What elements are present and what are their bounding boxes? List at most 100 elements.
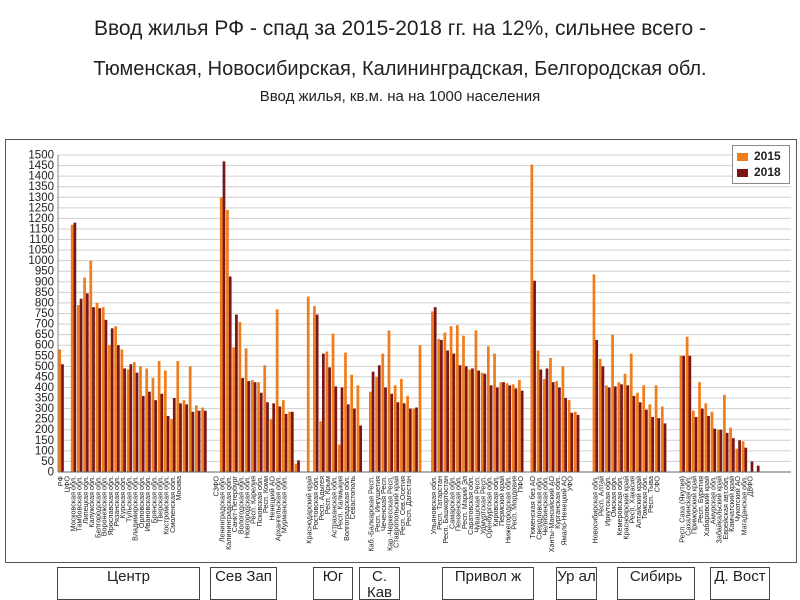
y-tick-label: 900 (35, 276, 54, 288)
x-tick-label: Вологодская обл. (236, 476, 245, 534)
x-tick-label: Псковская обл. (255, 476, 264, 526)
x-tick-label: Респ. Сев.Осетия (398, 476, 407, 535)
bar-2015 (549, 357, 552, 472)
x-tick-label: Архангельская обл. (274, 476, 283, 541)
bar-2018 (377, 365, 381, 472)
x-tick-label: Ростовская обл. (311, 476, 320, 530)
x-tick-label: Респ. Коми (261, 476, 270, 513)
x-tick-label: Калининградская обл. (224, 476, 233, 550)
bar-2015 (294, 463, 298, 472)
y-tick-label: 1250 (28, 202, 54, 214)
x-tick-label: Тюменская без АО (528, 476, 537, 539)
bar-2015 (195, 405, 198, 472)
bar-2015 (642, 385, 646, 472)
bar-2018 (744, 447, 748, 472)
bar-2018 (117, 345, 120, 472)
x-tick-label: Ярославская обл. (106, 476, 115, 535)
bar-2018 (502, 382, 505, 472)
bar-2018 (284, 413, 288, 472)
y-tick-label: 1350 (28, 181, 54, 193)
bar-2018 (334, 386, 338, 472)
bar-2015 (486, 346, 490, 472)
x-tick-label: Томская обл. (640, 476, 649, 520)
bar-2018 (235, 314, 238, 472)
x-tick-label: Орловская обл. (137, 476, 146, 528)
x-tick-label: Севастополь (348, 476, 357, 520)
x-tick-label: Самарская обл. (447, 476, 456, 529)
bar-2015 (70, 224, 74, 472)
bar-2018 (160, 393, 164, 472)
bar-2015 (735, 448, 739, 472)
y-tick-label: 1300 (28, 192, 54, 204)
bar-2018 (197, 410, 201, 472)
bar-2018 (278, 406, 282, 472)
x-tick-label: Курская обл. (118, 476, 127, 518)
x-tick-label: Пензенская обл. (454, 476, 463, 531)
bar-2018 (228, 276, 232, 472)
y-tick-label: 1200 (28, 213, 54, 225)
x-tick-label: Кемеровская обл. (615, 476, 624, 536)
district-box-far-east: Д. Вост (710, 567, 770, 600)
bar-2015 (455, 325, 459, 472)
bar-2018 (663, 423, 667, 472)
x-tick-label: Рязанская обл. (112, 476, 121, 526)
x-tick-label: Респ. Хакасия (628, 476, 637, 524)
x-tick-label: Респ. Карелия (249, 476, 258, 524)
chart-title-line1: Ввод жилья РФ - спад за 2015-2018 гг. на… (0, 17, 800, 41)
bar-2018 (539, 369, 543, 472)
x-tick-label: Каб.-Балкарская Респ. (367, 476, 376, 552)
bar-2015 (77, 305, 80, 472)
bar-2015 (518, 380, 521, 472)
bar-2015 (201, 407, 204, 472)
bar-2018 (433, 307, 437, 472)
bar-2015 (679, 355, 683, 472)
x-tick-label: Владимирская обл. (131, 476, 140, 541)
bar-2015 (313, 306, 316, 472)
bar-2018 (483, 373, 487, 472)
x-tick-label: Новосибирская обл. (590, 476, 599, 543)
bar-2018 (408, 408, 412, 472)
bar-2018 (98, 308, 102, 472)
bar-2015 (182, 400, 186, 472)
bar-2018 (446, 350, 449, 472)
y-tick-label: 450 (35, 371, 54, 383)
bar-2015 (356, 385, 360, 472)
y-tick-label: 950 (35, 266, 54, 278)
x-tick-label: Нижегородская обл. (503, 476, 512, 543)
bar-2018 (172, 398, 176, 472)
bar-2018 (346, 404, 350, 472)
x-tick-label: Чувашская Респ. (472, 476, 481, 533)
x-tick-label: Тверская обл. (156, 476, 165, 523)
bar-2015 (530, 164, 534, 472)
bar-2018 (756, 465, 760, 472)
bar-2015 (306, 296, 310, 472)
bar-2018 (651, 417, 654, 472)
legend-label-2018: 2018 (754, 165, 781, 179)
bar-2018 (185, 404, 189, 472)
bar-2015 (561, 366, 565, 472)
bar-2015 (480, 372, 484, 472)
y-tick-label: 150 (35, 435, 54, 447)
bar-2015 (493, 353, 496, 472)
bar-2018 (315, 314, 319, 472)
x-tick-label: Ленинградская обл. (218, 476, 227, 542)
x-tick-label: Московская обл. (69, 476, 78, 531)
x-tick-label: Тульская обл. (124, 476, 133, 522)
bar-2018 (464, 366, 468, 472)
x-tick-label: Новгородская обл. (242, 476, 251, 538)
x-tick-label: Краснодарский край (305, 476, 314, 544)
y-tick-label: 1000 (28, 255, 54, 267)
x-tick-label: Свердловская обл. (534, 476, 543, 540)
chart-legend: 2015 2018 (732, 145, 790, 184)
bar-2015 (375, 376, 378, 472)
bar-2018 (452, 353, 456, 472)
bar-2015 (406, 395, 409, 472)
bar-2015 (219, 197, 223, 472)
bar-2015 (716, 429, 720, 472)
bar-2018 (290, 411, 294, 472)
bar-2015 (232, 347, 236, 472)
bar-2015 (629, 353, 633, 472)
x-tick-label: Красноярский край (621, 476, 630, 540)
x-tick-label: Брянская обл. (149, 476, 158, 523)
bar-2015 (95, 302, 99, 472)
